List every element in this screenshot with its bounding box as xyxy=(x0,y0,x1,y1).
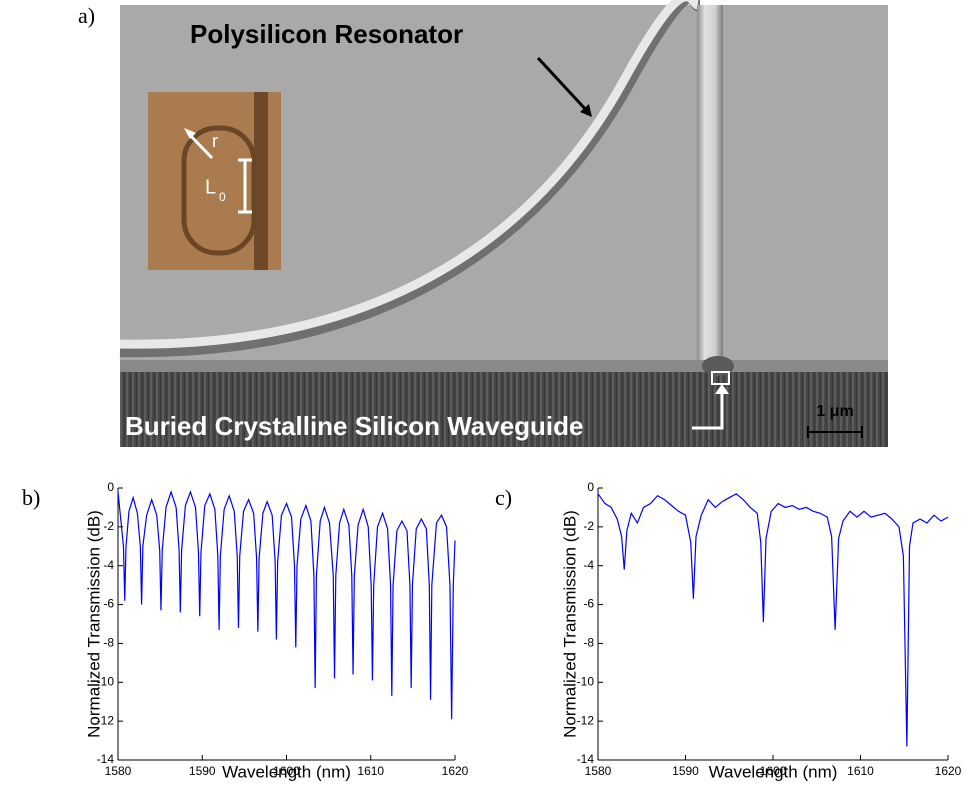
panel-label: c) xyxy=(495,485,512,510)
figure: a) Polysilicon Resonator Buried Crystall… xyxy=(0,0,966,786)
y-tick-label: 0 xyxy=(587,480,594,494)
y-tick-label: -4 xyxy=(103,558,114,572)
sem-image xyxy=(120,0,888,447)
y-tick-label: -6 xyxy=(103,597,114,611)
y-axis-title: Normalized Transmission (dB) xyxy=(84,510,103,738)
length-label: L xyxy=(205,176,216,198)
panel-label: b) xyxy=(22,485,40,510)
image-title: Polysilicon Resonator xyxy=(190,19,463,49)
spectrum-line xyxy=(118,492,455,719)
x-tick-label: 1610 xyxy=(847,764,874,778)
x-tick-label: 1580 xyxy=(105,764,132,778)
length-subscript: 0 xyxy=(219,190,226,204)
x-axis-title: Wavelength (nm) xyxy=(222,762,351,781)
y-tick-label: -6 xyxy=(583,597,594,611)
radius-label: r xyxy=(212,131,218,151)
x-tick-label: 1590 xyxy=(672,764,699,778)
x-tick-label: 1620 xyxy=(935,764,962,778)
x-tick-label: 1610 xyxy=(357,764,384,778)
y-tick-label: -8 xyxy=(583,636,594,650)
x-axis-title: Wavelength (nm) xyxy=(709,762,838,781)
y-tick-label: -8 xyxy=(103,636,114,650)
panel-label: a) xyxy=(78,3,95,28)
waveguide-label: Buried Crystalline Silicon Waveguide xyxy=(125,411,583,441)
y-tick-label: 0 xyxy=(107,480,114,494)
y-tick-label: -2 xyxy=(583,519,594,533)
x-tick-label: 1620 xyxy=(442,764,469,778)
y-axis-title: Normalized Transmission (dB) xyxy=(560,510,579,738)
x-tick-label: 1580 xyxy=(585,764,612,778)
y-tick-label: -4 xyxy=(583,558,594,572)
spectrum-line xyxy=(598,494,948,747)
y-tick-label: -2 xyxy=(103,519,114,533)
page: a) Polysilicon Resonator Buried Crystall… xyxy=(0,0,966,786)
scale-bar-label: 1 μm xyxy=(816,403,853,420)
x-tick-label: 1590 xyxy=(189,764,216,778)
